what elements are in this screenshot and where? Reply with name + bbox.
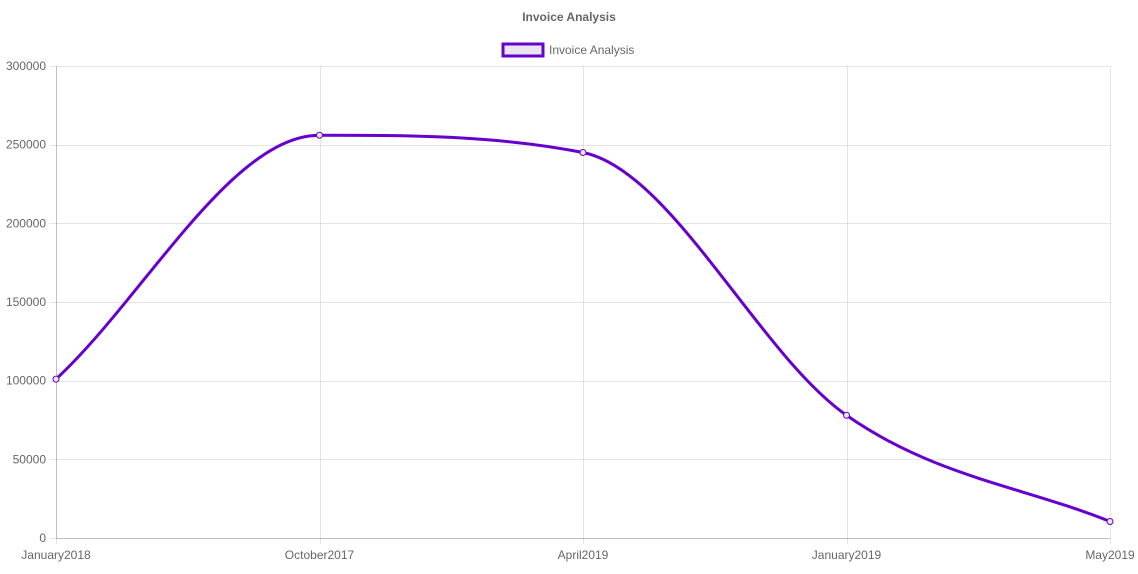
data-point[interactable]	[843, 411, 850, 419]
x-axis-ticks: January2018 October2017 April2019 January20…	[21, 548, 1135, 562]
legend-swatch[interactable]	[501, 42, 545, 58]
y-tick-label: 150000	[6, 295, 46, 309]
legend-label[interactable]: Invoice Analysis	[549, 43, 634, 57]
data-point[interactable]	[579, 149, 587, 157]
x-tick-label: May2019	[1085, 548, 1135, 562]
x-tick-label: October2017	[285, 548, 355, 562]
y-tick-label: 0	[39, 531, 46, 545]
legend[interactable]: Invoice Analysis	[501, 42, 634, 58]
data-point[interactable]	[52, 375, 60, 383]
chart-title: Invoice Analysis	[522, 10, 616, 24]
y-axis-ticks: 300000 250000 200000 150000 100000 50000 0	[6, 59, 46, 545]
x-tick-label: January2019	[812, 548, 882, 562]
y-tick-label: 200000	[6, 216, 46, 230]
grid	[50, 66, 1111, 544]
y-tick-label: 100000	[6, 374, 46, 388]
y-tick-label: 50000	[13, 452, 47, 466]
data-point[interactable]	[316, 131, 323, 139]
x-tick-label: April2019	[558, 548, 609, 562]
axes	[56, 66, 1110, 539]
data-point[interactable]	[1106, 517, 1114, 525]
point-layer	[52, 131, 1114, 525]
x-tick-label: January2018	[21, 548, 91, 562]
y-tick-label: 250000	[6, 138, 46, 152]
y-tick-label: 300000	[6, 59, 46, 73]
